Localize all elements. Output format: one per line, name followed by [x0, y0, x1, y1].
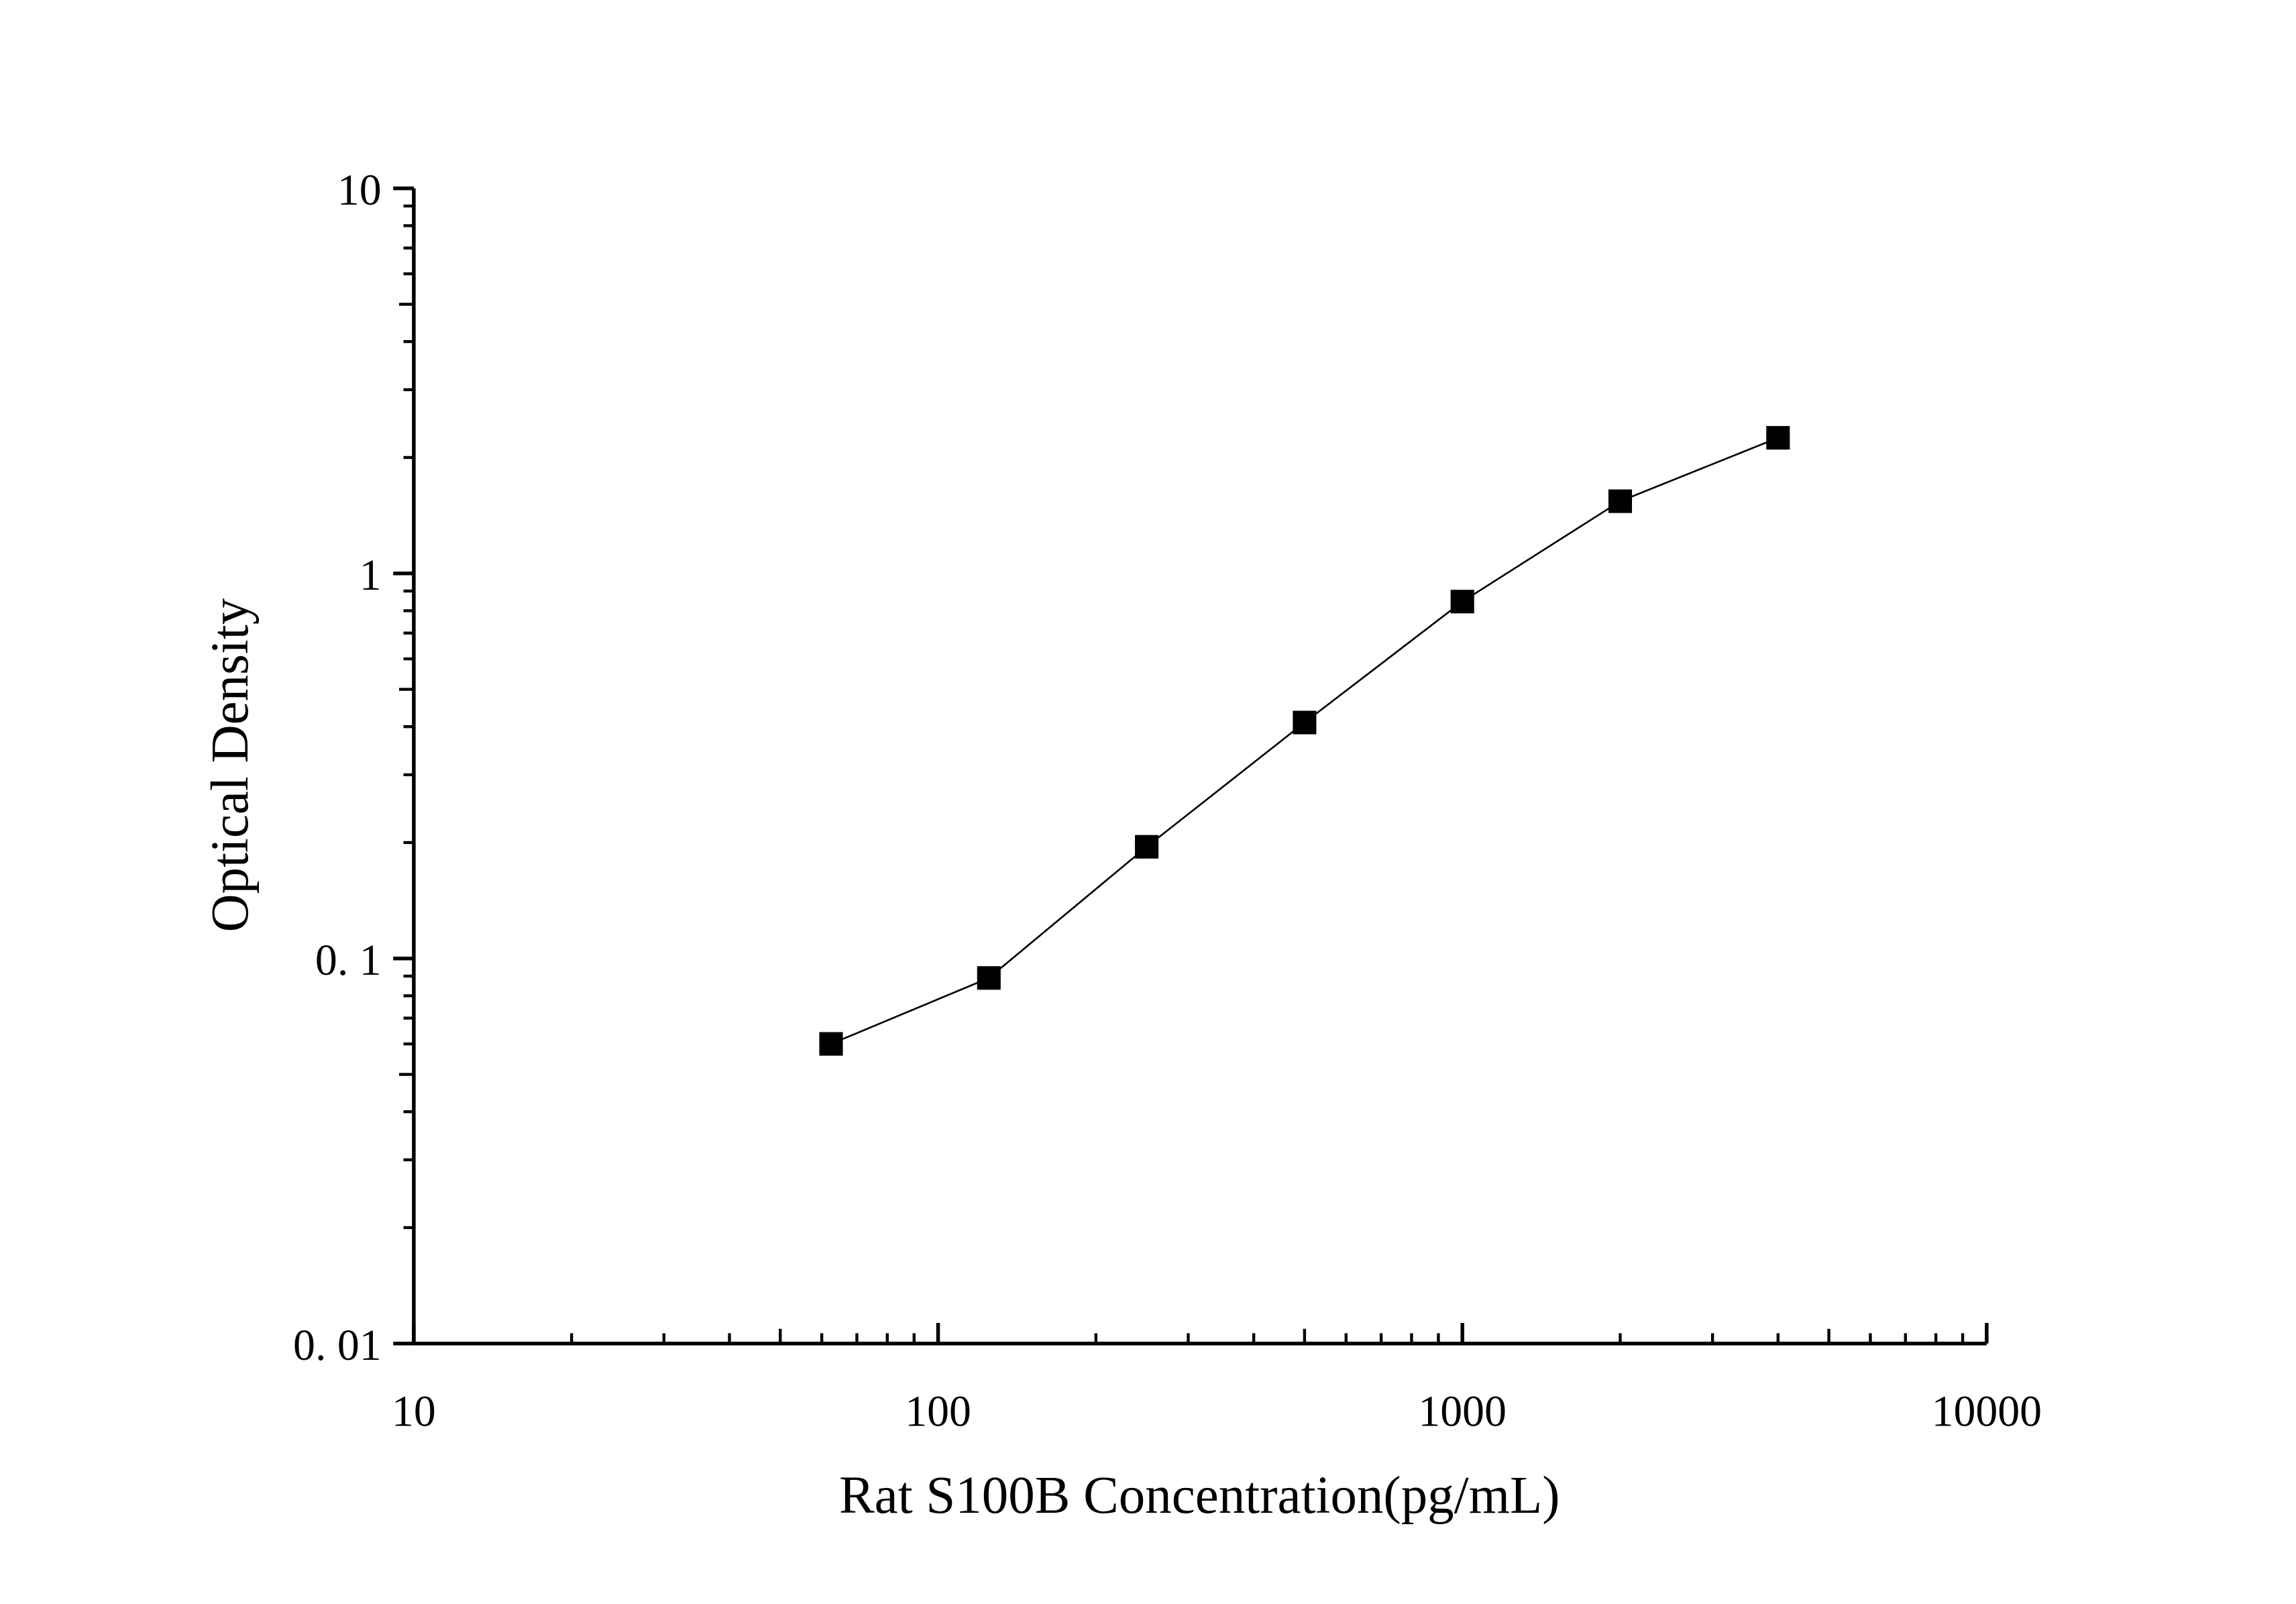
series	[819, 426, 1790, 1056]
data-point	[1608, 489, 1633, 513]
data-point	[1293, 710, 1317, 735]
y-tick-label: 0. 1	[315, 936, 382, 985]
x-tick-label: 1000	[1418, 1387, 1507, 1436]
x-tick-label: 10000	[1932, 1387, 2042, 1436]
y-tick-label: 10	[337, 166, 382, 215]
data-point	[1450, 590, 1474, 614]
x-tick-label: 100	[905, 1387, 971, 1436]
ticks: 10 100 1000 10000 0. 01 0. 1 1 10	[293, 166, 2042, 1436]
x-axis-label: Rat S100B Concentration(pg/mL)	[839, 1466, 1560, 1525]
series-line	[830, 437, 1779, 1045]
y-tick-label: 0. 01	[293, 1321, 382, 1370]
axes	[412, 188, 1987, 1346]
x-tick-label: 10	[392, 1387, 436, 1436]
y-tick-label: 1	[360, 551, 382, 600]
y-axis-label: Optical Density	[201, 598, 260, 932]
data-point	[819, 1032, 843, 1056]
data-point	[1766, 426, 1790, 450]
data-point	[977, 966, 1001, 990]
data-point	[1135, 835, 1159, 859]
